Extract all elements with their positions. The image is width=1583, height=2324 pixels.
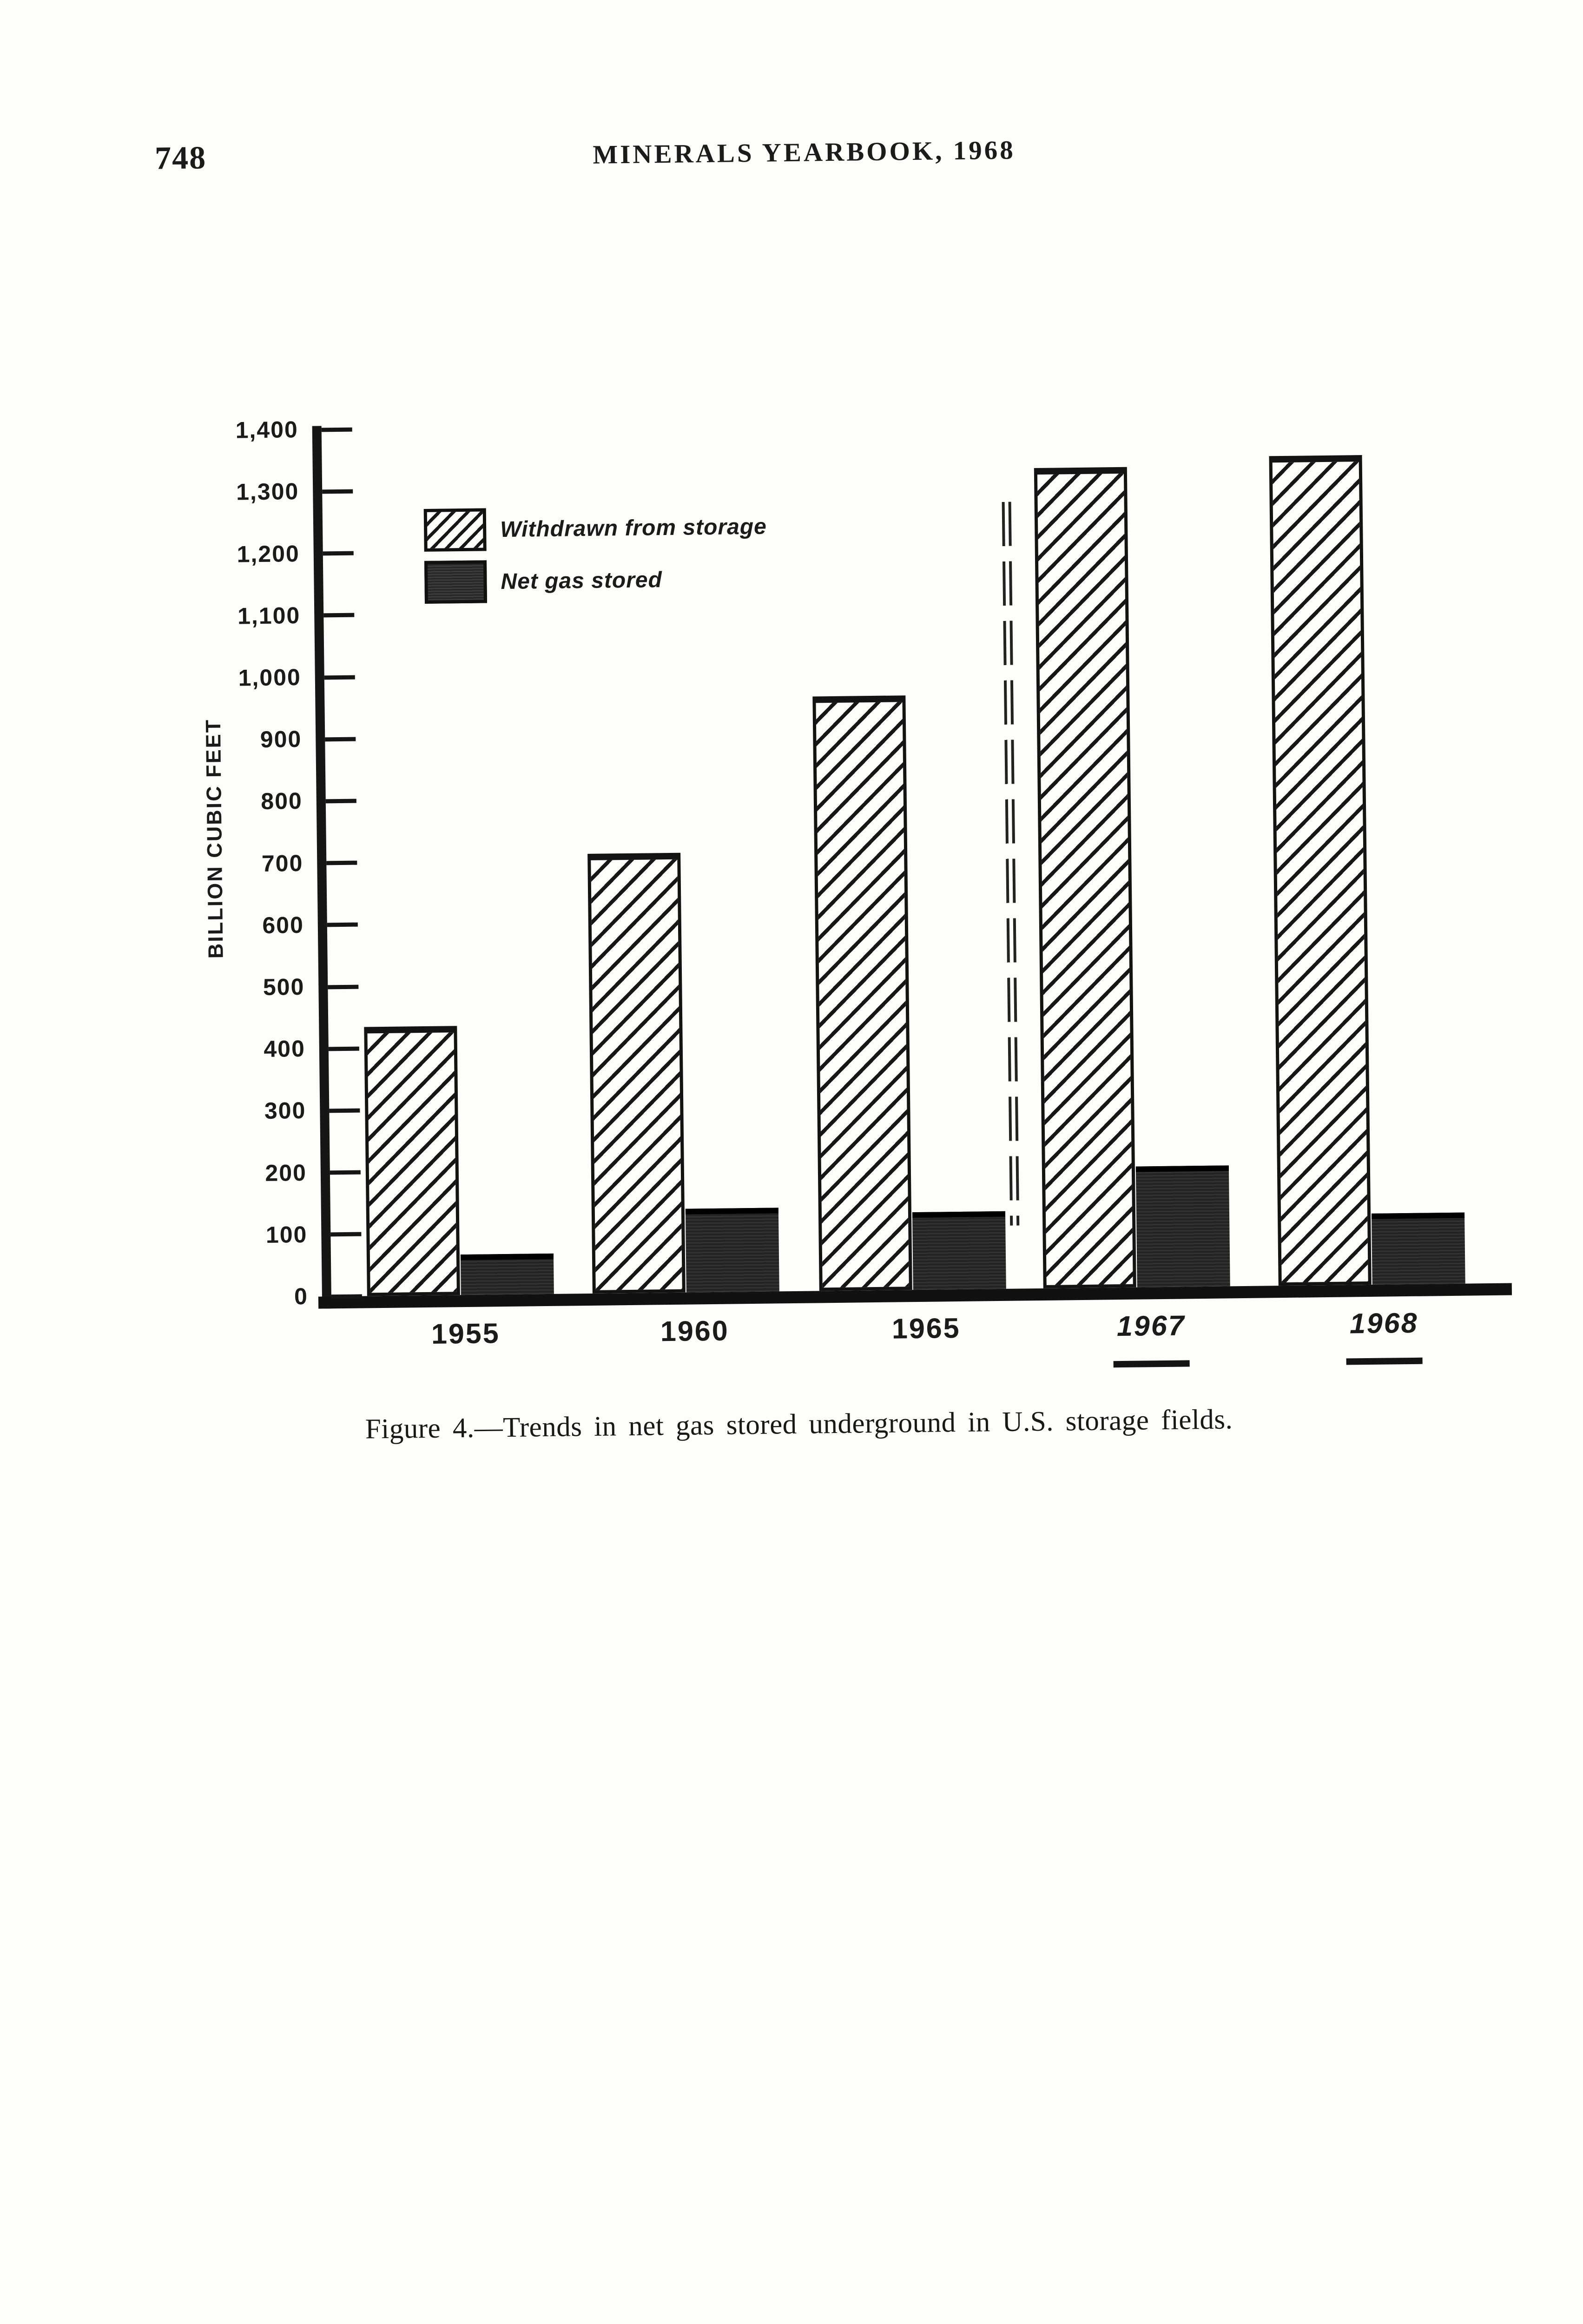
y-axis-tick bbox=[323, 613, 355, 618]
x-axis-label-1968: 1968 bbox=[1349, 1307, 1418, 1340]
y-axis-line bbox=[312, 426, 332, 1309]
y-axis-tick bbox=[330, 1170, 361, 1175]
x-axis-label-1967: 1967 bbox=[1116, 1309, 1186, 1342]
y-tick-label: 1,100 bbox=[237, 602, 301, 629]
y-tick-label: 1,000 bbox=[238, 664, 302, 691]
y-tick-label: 900 bbox=[260, 726, 302, 753]
y-tick-label: 400 bbox=[264, 1036, 306, 1063]
x-axis-label-underline-1967 bbox=[1113, 1360, 1190, 1368]
legend-label: Net gas stored bbox=[501, 567, 663, 594]
y-axis-tick bbox=[326, 860, 357, 865]
x-axis-label-1960: 1960 bbox=[660, 1314, 730, 1347]
y-axis-tick bbox=[325, 799, 356, 804]
y-axis-tick bbox=[327, 922, 358, 927]
y-axis-tick bbox=[330, 1232, 362, 1237]
y-axis-tick bbox=[331, 1294, 362, 1299]
legend-swatch-hatched-icon bbox=[423, 508, 487, 552]
bar-withdrawn-1955 bbox=[364, 1026, 460, 1296]
y-tick-label: 1,200 bbox=[237, 540, 300, 568]
legend-swatch-dark-icon bbox=[424, 560, 487, 604]
bar-withdrawn-1960 bbox=[587, 852, 686, 1294]
y-tick-label: 300 bbox=[264, 1097, 306, 1124]
bar-net-stored-1960 bbox=[685, 1208, 779, 1293]
y-tick-label: 1,300 bbox=[236, 478, 299, 505]
bar-net-stored-1955 bbox=[460, 1253, 554, 1295]
x-axis-label-underline-1968 bbox=[1346, 1357, 1423, 1365]
bar-withdrawn-1968 bbox=[1269, 455, 1372, 1286]
bar-withdrawn-1965 bbox=[812, 695, 912, 1291]
y-tick-label: 100 bbox=[265, 1221, 308, 1248]
legend-entry-net-stored: Net gas stored bbox=[424, 558, 662, 604]
y-tick-label: 1,400 bbox=[235, 416, 299, 443]
y-tick-label: 600 bbox=[262, 911, 304, 938]
legend-entry-withdrawn: Withdrawn from storage bbox=[423, 505, 767, 552]
x-axis-label-1955: 1955 bbox=[431, 1317, 501, 1350]
y-axis-tick bbox=[325, 737, 356, 742]
y-tick-label: 800 bbox=[261, 788, 303, 815]
y-axis-tick bbox=[328, 1046, 359, 1051]
bar-net-stored-1968 bbox=[1372, 1212, 1465, 1285]
y-axis-tick bbox=[328, 984, 359, 989]
y-axis-tick bbox=[329, 1108, 360, 1113]
y-axis-tick bbox=[321, 427, 352, 432]
bar-net-stored-1965 bbox=[912, 1211, 1006, 1290]
y-axis-tick bbox=[324, 675, 355, 680]
y-tick-label: 0 bbox=[294, 1283, 309, 1310]
y-axis-tick bbox=[323, 551, 354, 556]
x-axis-label-1965: 1965 bbox=[891, 1312, 961, 1345]
bar-withdrawn-1967 bbox=[1034, 467, 1136, 1288]
bar-net-stored-1967 bbox=[1135, 1165, 1230, 1287]
y-tick-label: 500 bbox=[263, 973, 305, 1000]
y-axis-tick bbox=[322, 489, 353, 494]
legend-label: Withdrawn from storage bbox=[500, 514, 767, 542]
y-tick-label: 200 bbox=[265, 1159, 307, 1186]
y-tick-label: 700 bbox=[261, 850, 303, 877]
